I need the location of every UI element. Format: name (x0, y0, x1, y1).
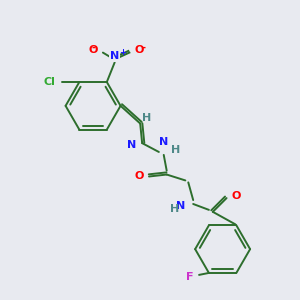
Text: N: N (127, 140, 136, 150)
Text: H: H (170, 204, 179, 214)
Text: O: O (135, 172, 144, 182)
Text: O: O (88, 45, 98, 55)
Text: -: - (91, 43, 95, 53)
Text: -: - (141, 43, 145, 53)
Text: +: + (120, 49, 127, 58)
Text: Cl: Cl (44, 77, 56, 87)
Text: H: H (142, 112, 152, 123)
Text: H: H (171, 145, 180, 155)
Text: N: N (159, 137, 168, 147)
Text: F: F (186, 272, 193, 282)
Text: N: N (176, 201, 185, 211)
Text: N: N (110, 51, 119, 62)
Text: O: O (232, 191, 241, 201)
Text: O: O (134, 45, 144, 55)
